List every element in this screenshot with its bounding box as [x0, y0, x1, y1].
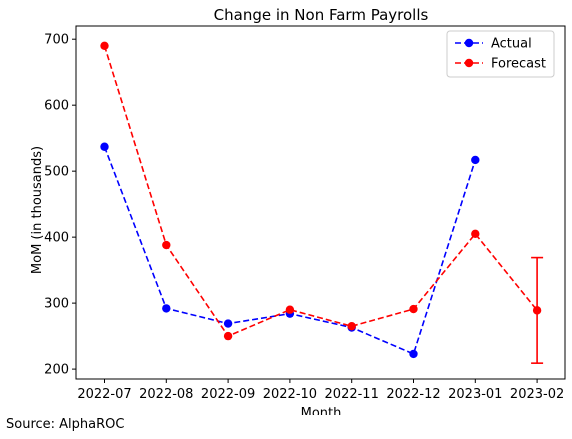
data-point-actual	[471, 155, 480, 165]
data-point-actual	[223, 319, 233, 328]
legend-label-actual: Actual	[491, 37, 532, 52]
x-tick-label: 2022-08	[139, 387, 193, 402]
y-tick-label: 200	[44, 363, 69, 378]
x-tick-label: 2022-10	[263, 387, 317, 402]
data-point-forecast	[471, 229, 480, 239]
data-point-forecast	[347, 322, 356, 331]
x-tick-label: 2023-02	[510, 387, 564, 402]
data-point-actual	[409, 349, 418, 359]
y-tick-label: 300	[44, 297, 69, 312]
data-point-forecast	[162, 240, 171, 250]
source-note: Source: AlphaROC	[6, 417, 125, 432]
legend-marker-forecast	[464, 58, 474, 68]
y-tick-label: 500	[44, 165, 69, 180]
x-tick-label: 2022-12	[386, 387, 440, 402]
x-tick-label: 2022-11	[325, 387, 379, 402]
data-point-actual	[162, 304, 171, 313]
legend: Actual Forecast	[446, 30, 555, 78]
y-tick-label: 700	[44, 33, 69, 48]
data-point-forecast	[100, 41, 109, 50]
data-point-actual	[100, 142, 109, 151]
plot-area: 200 300 400 500 600 700 2022-07 2022-08 2022-09 2…	[44, 25, 566, 402]
x-tick-label: 2023-01	[448, 387, 502, 402]
x-axis-label: Month	[301, 406, 342, 415]
y-tick-label: 400	[44, 231, 69, 246]
series-line-forecast	[103, 45, 538, 338]
line-chart: Change in Non Farm Payrolls 200 300 400 500…	[30, 6, 566, 415]
plot-frame	[75, 25, 566, 380]
chart-title: Change in Non Farm Payrolls	[214, 6, 429, 24]
y-axis-label: MoM (in thousands)	[30, 146, 45, 274]
data-point-forecast	[409, 304, 418, 314]
legend-label-forecast: Forecast	[491, 57, 546, 72]
series-line-actual	[103, 146, 477, 356]
data-point-forecast	[285, 305, 295, 314]
x-tick-label: 2022-09	[201, 387, 255, 402]
y-tick-label: 600	[44, 99, 69, 114]
legend-marker-actual	[464, 38, 474, 48]
x-tick-label: 2022-07	[77, 387, 131, 402]
data-point-forecast	[223, 331, 233, 341]
